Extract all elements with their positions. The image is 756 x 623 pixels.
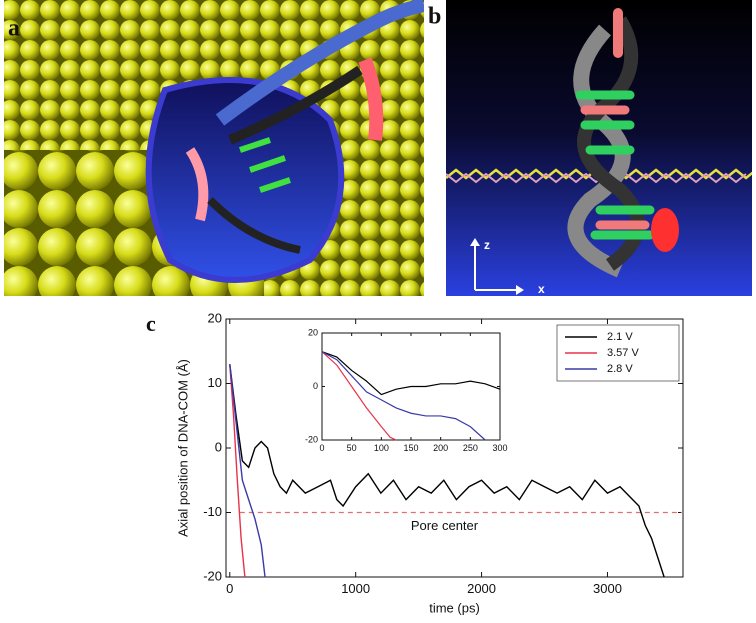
y-tick-label: 0	[313, 381, 318, 391]
annotation: Pore center	[411, 518, 479, 533]
panel-b-image: z x	[446, 0, 752, 296]
panel-label: c	[146, 311, 156, 336]
x-tick-label: 150	[403, 443, 418, 453]
data-line	[321, 351, 397, 441]
data-line	[229, 364, 246, 578]
x-tick-label: 2000	[467, 581, 496, 596]
panel-a-image	[4, 0, 424, 296]
x-tick-label: 0	[226, 581, 233, 596]
data-line	[321, 351, 501, 396]
x-axis-label: time (ps)	[429, 600, 480, 615]
y-tick-label: 10	[208, 375, 222, 390]
data-line	[321, 351, 486, 441]
x-tick-label: 50	[347, 443, 357, 453]
y-tick-label: 0	[215, 439, 222, 454]
series-group	[321, 351, 501, 441]
y-tick-label: -20	[305, 434, 318, 444]
legend-label: 2.8 V	[607, 363, 633, 375]
panel-label: b	[428, 4, 441, 30]
x-tick-label: 3000	[593, 581, 622, 596]
y-tick-label: 20	[208, 310, 222, 325]
data-line	[229, 364, 665, 578]
x-tick-label: 1000	[341, 581, 370, 596]
x-tick-label: 0	[319, 443, 324, 453]
data-line	[229, 364, 266, 578]
legend-label: 2.1 V	[607, 331, 633, 343]
x-tick-label: 250	[463, 443, 478, 453]
y-tick-label: -20	[203, 568, 222, 583]
y-tick-label: 20	[308, 327, 318, 337]
y-axis-label: Axial position of DNA-COM (Å)	[175, 359, 190, 537]
series-group	[229, 364, 665, 578]
x-tick-label: 200	[433, 443, 448, 453]
x-tick-label: 300	[492, 443, 507, 453]
y-tick-label: -10	[203, 504, 222, 519]
legend-label: 3.57 V	[607, 347, 639, 359]
x-tick-label: 100	[374, 443, 389, 453]
panel-label: a	[8, 16, 20, 42]
axis-label: x	[538, 282, 545, 296]
axis-label: z	[484, 238, 490, 252]
